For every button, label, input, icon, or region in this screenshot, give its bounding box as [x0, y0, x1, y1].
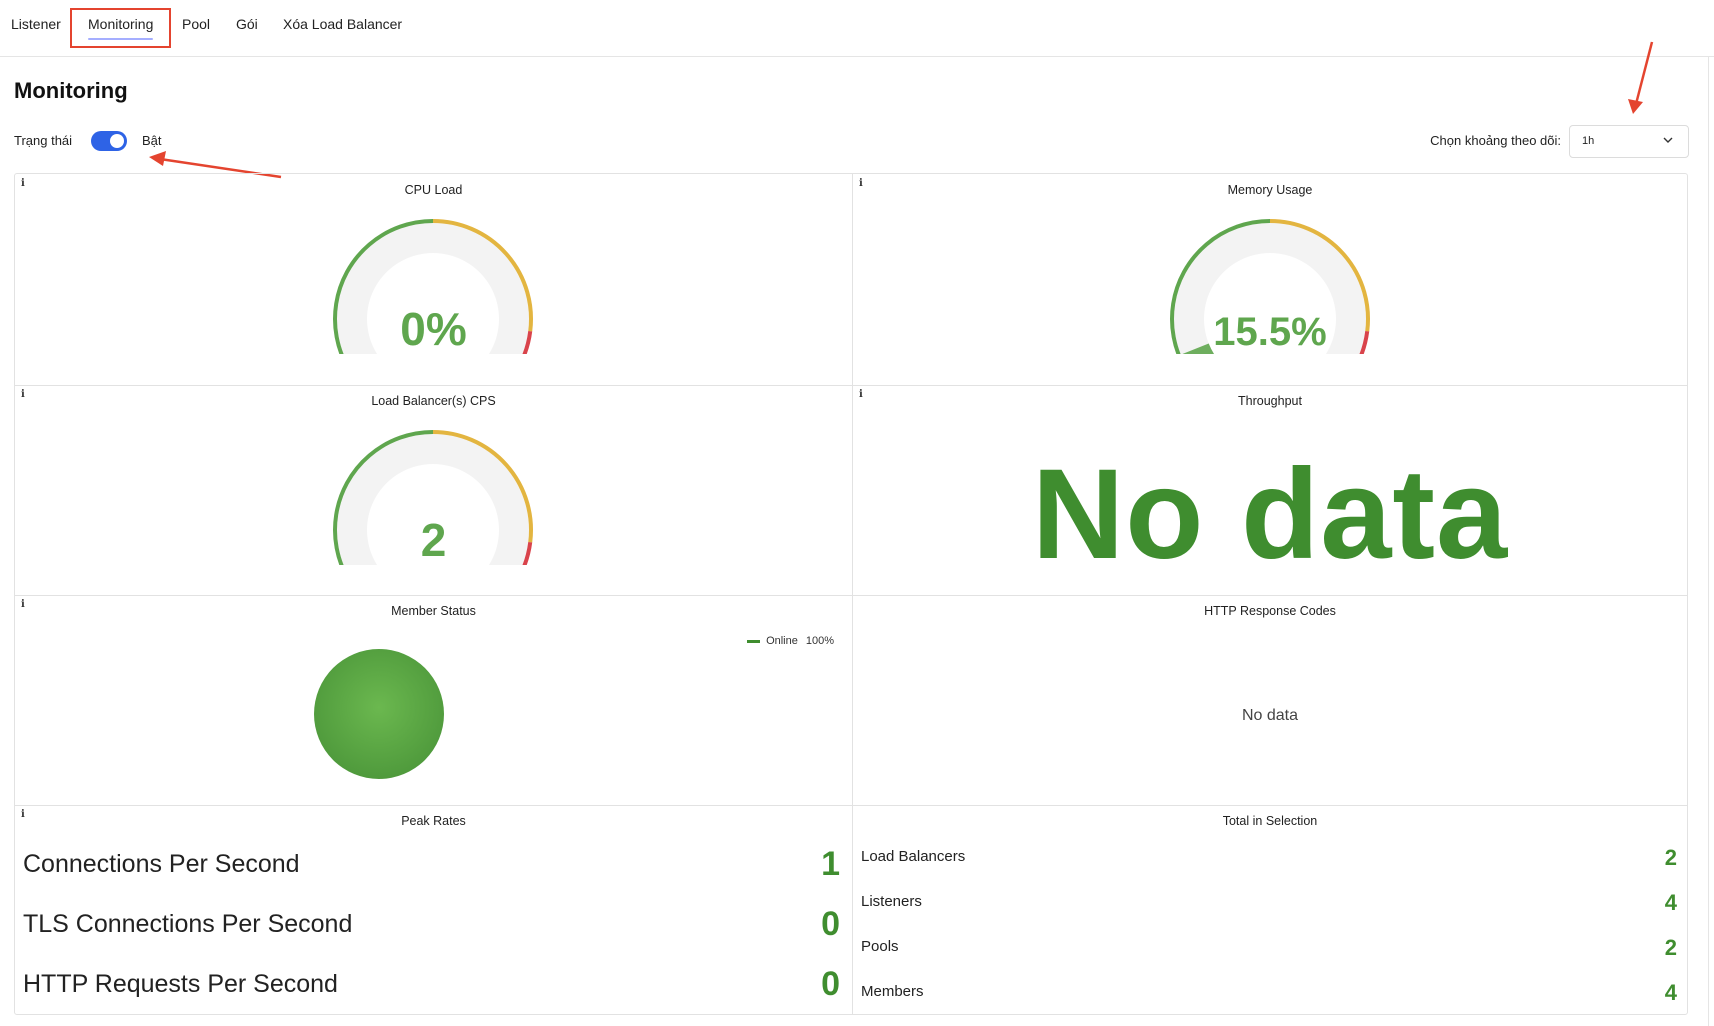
member-status-legend: Online 100% — [747, 635, 834, 647]
total-row-label: Pools — [861, 938, 899, 955]
toggle-knob — [110, 134, 124, 148]
page-title: Monitoring — [14, 78, 128, 103]
peak-row-value: 0 — [821, 905, 840, 943]
panel-title: Memory Usage — [1227, 183, 1313, 197]
total-row-value: 4 — [1664, 890, 1677, 915]
legend-percent: 100% — [805, 635, 834, 647]
status-value: Bật — [142, 133, 162, 148]
tab-listener[interactable]: Listener — [11, 16, 61, 32]
gauge-threshold-yellow — [432, 219, 533, 332]
gauge-threshold-yellow — [1269, 219, 1370, 332]
pie-slice-online — [314, 649, 444, 779]
peak-row-label: TLS Connections Per Second — [23, 910, 353, 938]
info-icon[interactable]: i — [21, 809, 25, 820]
cpu-gauge-value: 0% — [400, 303, 467, 355]
time-range-select[interactable]: 1h — [1569, 125, 1689, 158]
info-icon[interactable]: i — [21, 389, 25, 400]
time-range-value: 1h — [1582, 135, 1595, 147]
tab-delete-load-balancer[interactable]: Xóa Load Balancer — [283, 16, 403, 32]
panel-title: HTTP Response Codes — [1204, 604, 1336, 618]
chevron-down-icon — [1663, 137, 1673, 143]
gauge-value-fill — [1182, 343, 1215, 354]
info-icon[interactable]: i — [21, 599, 25, 610]
panel-cpu-load: i CPU Load 0% — [15, 174, 852, 385]
panel-member-status: i Member Status Online 100% — [15, 595, 852, 805]
panel-title: Load Balancer(s) CPS — [371, 394, 496, 408]
legend-label: Online — [766, 635, 798, 647]
grid-divider — [852, 174, 853, 1014]
dashboard-grid: i CPU Load 0% i Memory Usage 15.5% i Loa… — [14, 173, 1688, 1015]
legend-swatch — [747, 639, 761, 643]
cps-gauge-value: 2 — [420, 514, 447, 566]
grid-divider — [15, 595, 1687, 596]
total-row-label: Load Balancers — [861, 848, 966, 865]
gauge-threshold-red — [522, 542, 533, 565]
throughput-no-data: No data — [1031, 443, 1509, 586]
memory-gauge-value: 15.5% — [1213, 310, 1327, 354]
tab-highlight-annotation — [70, 8, 171, 48]
http-codes-no-data: No data — [1241, 707, 1299, 724]
panel-title: Total in Selection — [1222, 814, 1318, 828]
peak-row-label: HTTP Requests Per Second — [23, 970, 338, 998]
cps-gauge — [333, 430, 533, 565]
gauge-threshold-red — [522, 331, 533, 354]
panel-lb-cps: i Load Balancer(s) CPS 2 — [15, 385, 852, 595]
tab-goi[interactable]: Gói — [236, 16, 258, 32]
total-row-value: 2 — [1664, 845, 1677, 870]
time-range-label: Chọn khoảng theo dõi: — [1430, 133, 1561, 148]
panel-peak-rates: i Peak Rates Connections Per Second 1 TL… — [15, 805, 852, 1015]
gauge-track — [1174, 223, 1366, 354]
status-label: Trạng thái — [14, 133, 73, 148]
gauge-track — [337, 434, 529, 565]
content-right-border — [1708, 56, 1709, 1026]
panel-http-response-codes: HTTP Response Codes No data — [853, 595, 1687, 805]
info-icon[interactable]: i — [859, 178, 863, 189]
panel-throughput: i Throughput No data — [853, 385, 1687, 595]
panel-title: CPU Load — [404, 183, 463, 197]
peak-row-label: Connections Per Second — [23, 850, 300, 878]
info-icon[interactable]: i — [859, 389, 863, 400]
panel-title: Member Status — [391, 604, 476, 618]
panel-total-in-selection: Total in Selection Load Balancers 2 List… — [853, 805, 1687, 1015]
gauge-threshold-green — [1170, 219, 1271, 354]
grid-divider — [15, 805, 1687, 806]
panel-memory-usage: i Memory Usage 15.5% — [853, 174, 1687, 385]
peak-row-value: 1 — [821, 845, 840, 883]
cpu-gauge — [333, 219, 533, 354]
gauge-threshold-green — [333, 430, 434, 565]
tab-monitoring[interactable]: Monitoring — [88, 16, 154, 40]
memory-gauge — [1170, 219, 1370, 354]
tab-pool[interactable]: Pool — [182, 16, 211, 32]
info-icon[interactable]: i — [21, 178, 25, 189]
tab-bar: Listener Monitoring Pool Gói Xóa Load Ba… — [0, 0, 1714, 57]
total-row-value: 4 — [1664, 980, 1677, 1005]
gauge-threshold-yellow — [432, 430, 533, 543]
total-row-label: Listeners — [861, 893, 922, 910]
member-status-pie — [314, 649, 444, 779]
panel-title: Throughput — [1238, 394, 1302, 408]
gauge-threshold-green — [333, 219, 434, 354]
total-row-value: 2 — [1664, 935, 1677, 960]
peak-row-value: 0 — [821, 965, 840, 1003]
total-row-label: Members — [861, 983, 924, 1000]
gauge-track — [337, 223, 529, 354]
active-tab-indicator — [88, 38, 154, 40]
gauge-threshold-red — [1359, 331, 1370, 354]
status-toggle[interactable] — [91, 131, 127, 151]
grid-divider — [15, 385, 1687, 386]
panel-title: Peak Rates — [401, 814, 466, 828]
